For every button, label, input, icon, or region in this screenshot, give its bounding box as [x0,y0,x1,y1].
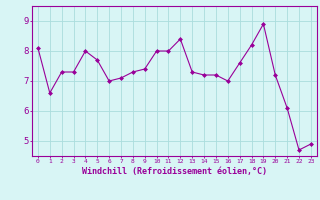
X-axis label: Windchill (Refroidissement éolien,°C): Windchill (Refroidissement éolien,°C) [82,167,267,176]
